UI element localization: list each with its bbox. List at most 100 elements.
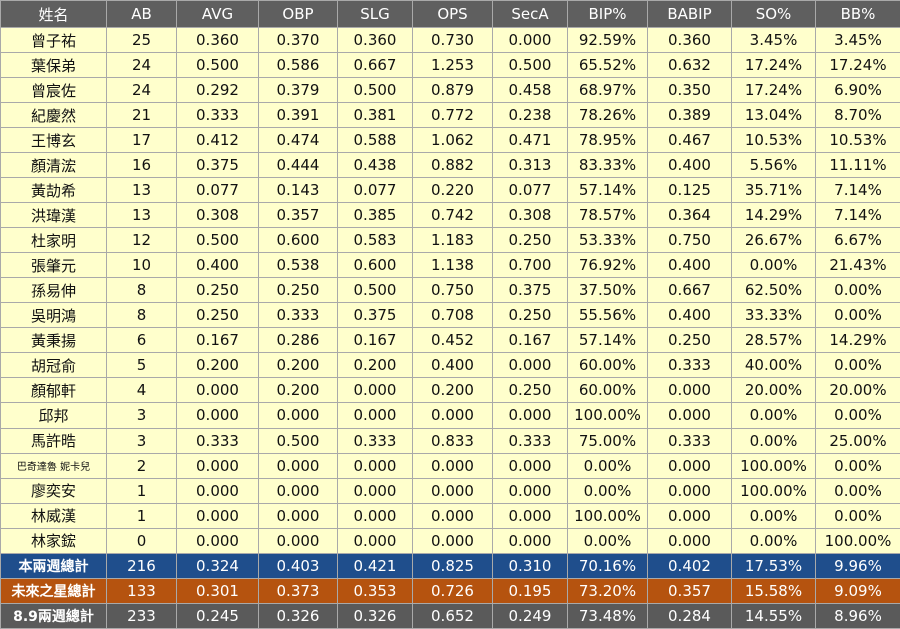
cell-obp: 0.000 bbox=[258, 502, 338, 529]
cell-ops: 0.882 bbox=[412, 152, 493, 179]
total-cell-seca: 0.249 bbox=[492, 602, 568, 629]
table-row: 廖奕安 1 0.000 0.000 0.000 0.000 0.000 0.00% 0.000 1… bbox=[0, 477, 900, 504]
total-cell-name: 8.9兩週總計 bbox=[0, 602, 107, 629]
cell-seca: 0.000 bbox=[492, 402, 568, 429]
cell-bip-pct: 65.52% bbox=[567, 52, 648, 79]
cell-bb-pct: 0.00% bbox=[815, 302, 900, 329]
table-row: 黃秉揚 6 0.167 0.286 0.167 0.452 0.167 57.14% 0.250… bbox=[0, 327, 900, 354]
cell-obp: 0.000 bbox=[258, 527, 338, 554]
cell-ops: 0.730 bbox=[412, 26, 493, 54]
cell-bip-pct: 60.00% bbox=[567, 377, 648, 404]
table-row: 葉保弟 24 0.500 0.586 0.667 1.253 0.500 65.52% 0.63… bbox=[0, 52, 900, 79]
cell-bip-pct: 0.00% bbox=[567, 452, 648, 479]
cell-name: 王博玄 bbox=[0, 127, 107, 154]
cell-babip: 0.467 bbox=[647, 127, 732, 154]
cell-obp: 0.500 bbox=[258, 427, 338, 454]
cell-so-pct: 17.24% bbox=[731, 52, 816, 79]
cell-avg: 0.200 bbox=[176, 352, 259, 379]
cell-name: 林威漢 bbox=[0, 502, 107, 529]
column-header-slg: SLG bbox=[337, 0, 413, 28]
cell-bip-pct: 0.00% bbox=[567, 527, 648, 554]
total-cell-obp: 0.373 bbox=[258, 577, 338, 604]
cell-slg: 0.500 bbox=[337, 277, 413, 304]
cell-babip: 0.750 bbox=[647, 227, 732, 254]
total-cell-babip: 0.284 bbox=[647, 602, 732, 629]
cell-bb-pct: 17.24% bbox=[815, 52, 900, 79]
cell-so-pct: 33.33% bbox=[731, 302, 816, 329]
cell-so-pct: 5.56% bbox=[731, 152, 816, 179]
cell-seca: 0.333 bbox=[492, 427, 568, 454]
cell-name: 洪瑋漢 bbox=[0, 202, 107, 229]
cell-bip-pct: 53.33% bbox=[567, 227, 648, 254]
cell-slg: 0.583 bbox=[337, 227, 413, 254]
cell-ops: 1.062 bbox=[412, 127, 493, 154]
cell-slg: 0.667 bbox=[337, 52, 413, 79]
cell-ops: 0.833 bbox=[412, 427, 493, 454]
cell-slg: 0.381 bbox=[337, 102, 413, 129]
total-cell-bb-pct: 9.96% bbox=[815, 552, 900, 579]
cell-slg: 0.000 bbox=[337, 477, 413, 504]
cell-slg: 0.438 bbox=[337, 152, 413, 179]
cell-ab: 21 bbox=[106, 102, 177, 129]
cell-ops: 0.200 bbox=[412, 377, 493, 404]
cell-avg: 0.000 bbox=[176, 477, 259, 504]
table-row: 孫易伸 8 0.250 0.250 0.500 0.750 0.375 37.50% 0.667… bbox=[0, 277, 900, 304]
column-header-so-pct: SO% bbox=[731, 0, 816, 28]
cell-bb-pct: 0.00% bbox=[815, 502, 900, 529]
cell-name: 林家鋐 bbox=[0, 527, 107, 554]
cell-babip: 0.000 bbox=[647, 377, 732, 404]
cell-slg: 0.333 bbox=[337, 427, 413, 454]
column-header-avg: AVG bbox=[176, 0, 259, 28]
cell-bb-pct: 20.00% bbox=[815, 377, 900, 404]
cell-bip-pct: 57.14% bbox=[567, 327, 648, 354]
cell-bb-pct: 14.29% bbox=[815, 327, 900, 354]
column-header-bip-pct: BIP% bbox=[567, 0, 648, 28]
total-cell-avg: 0.301 bbox=[176, 577, 259, 604]
total-cell-ab: 216 bbox=[106, 552, 177, 579]
cell-obp: 0.000 bbox=[258, 452, 338, 479]
cell-bip-pct: 78.26% bbox=[567, 102, 648, 129]
cell-slg: 0.600 bbox=[337, 252, 413, 279]
cell-slg: 0.077 bbox=[337, 177, 413, 204]
cell-babip: 0.350 bbox=[647, 77, 732, 104]
cell-name: 曾子祐 bbox=[0, 26, 107, 54]
cell-ops: 1.138 bbox=[412, 252, 493, 279]
cell-ops: 0.772 bbox=[412, 102, 493, 129]
cell-obp: 0.333 bbox=[258, 302, 338, 329]
total-cell-ab: 133 bbox=[106, 577, 177, 604]
cell-avg: 0.000 bbox=[176, 502, 259, 529]
total-cell-slg: 0.326 bbox=[337, 602, 413, 629]
total-cell-slg: 0.353 bbox=[337, 577, 413, 604]
cell-so-pct: 35.71% bbox=[731, 177, 816, 204]
cell-name: 馬許晧 bbox=[0, 427, 107, 454]
table-row: 馬許晧 3 0.333 0.500 0.333 0.833 0.333 75.00% 0.333… bbox=[0, 427, 900, 454]
cell-obp: 0.357 bbox=[258, 202, 338, 229]
cell-obp: 0.286 bbox=[258, 327, 338, 354]
cell-name: 杜家明 bbox=[0, 227, 107, 254]
cell-bip-pct: 60.00% bbox=[567, 352, 648, 379]
cell-bip-pct: 92.59% bbox=[567, 26, 648, 54]
cell-babip: 0.000 bbox=[647, 502, 732, 529]
cell-name: 廖奕安 bbox=[0, 477, 107, 504]
cell-obp: 0.391 bbox=[258, 102, 338, 129]
cell-bb-pct: 100.00% bbox=[815, 527, 900, 554]
cell-obp: 0.586 bbox=[258, 52, 338, 79]
cell-so-pct: 100.00% bbox=[731, 452, 816, 479]
total-row: 本兩週總計 216 0.324 0.403 0.421 0.825 0.310 70.16% 0… bbox=[0, 552, 900, 579]
cell-ops: 0.000 bbox=[412, 527, 493, 554]
cell-bip-pct: 76.92% bbox=[567, 252, 648, 279]
cell-ab: 17 bbox=[106, 127, 177, 154]
cell-ops: 0.220 bbox=[412, 177, 493, 204]
cell-bb-pct: 8.70% bbox=[815, 102, 900, 129]
cell-bb-pct: 10.53% bbox=[815, 127, 900, 154]
table-row: 曾子祐 25 0.360 0.370 0.360 0.730 0.000 92.59% 0.36… bbox=[0, 26, 900, 54]
cell-ab: 1 bbox=[106, 477, 177, 504]
cell-bb-pct: 0.00% bbox=[815, 352, 900, 379]
total-cell-bip-pct: 73.20% bbox=[567, 577, 648, 604]
cell-name: 吳明鴻 bbox=[0, 302, 107, 329]
cell-bb-pct: 0.00% bbox=[815, 477, 900, 504]
cell-so-pct: 28.57% bbox=[731, 327, 816, 354]
cell-avg: 0.077 bbox=[176, 177, 259, 204]
total-cell-ops: 0.825 bbox=[412, 552, 493, 579]
cell-babip: 0.364 bbox=[647, 202, 732, 229]
